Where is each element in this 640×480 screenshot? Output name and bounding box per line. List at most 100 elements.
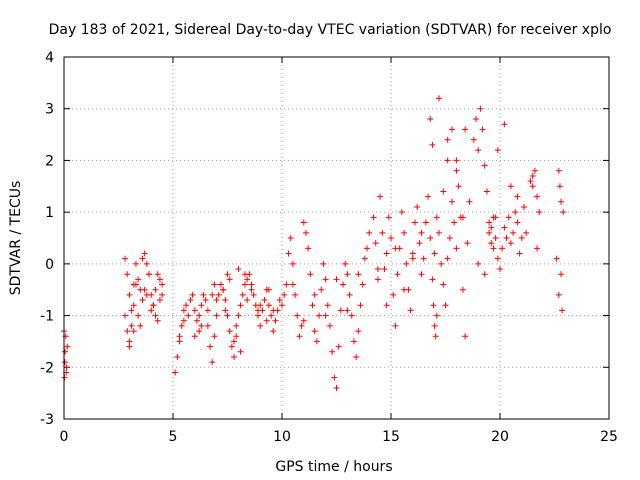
data-point (159, 291, 166, 298)
data-point (215, 291, 222, 298)
data-point (379, 229, 386, 236)
data-point (294, 312, 301, 319)
data-point (156, 297, 163, 304)
data-point (213, 312, 220, 319)
data-point (331, 374, 338, 381)
data-point (207, 343, 214, 350)
data-point (333, 276, 340, 283)
data-point (316, 312, 323, 319)
data-point (139, 255, 146, 262)
x-tick-label: 15 (382, 429, 400, 445)
data-point (398, 209, 405, 216)
data-point (141, 286, 148, 293)
y-tick-label: -2 (40, 360, 54, 376)
data-point (248, 286, 255, 293)
data-point (392, 322, 399, 329)
data-point (152, 286, 159, 293)
data-point (222, 307, 229, 314)
data-point (309, 302, 316, 309)
data-point (455, 183, 462, 190)
data-point (132, 281, 139, 288)
data-point (200, 291, 207, 298)
data-point (226, 328, 233, 335)
data-point (198, 322, 205, 329)
data-point (372, 240, 379, 247)
y-tick-label: 3 (45, 102, 54, 118)
data-point (150, 302, 157, 309)
data-point (156, 276, 163, 283)
data-point (222, 297, 229, 304)
data-point (248, 281, 255, 288)
y-axis-label: SDTVAR / TECUs (8, 181, 24, 296)
data-point (527, 178, 534, 185)
data-point (64, 343, 71, 350)
data-point (430, 302, 437, 309)
data-point (300, 219, 307, 226)
data-point (329, 348, 336, 355)
data-point (383, 302, 390, 309)
data-point (237, 348, 244, 355)
data-point (61, 359, 68, 366)
data-point (483, 188, 490, 195)
data-point (235, 266, 242, 273)
data-point (470, 136, 477, 143)
x-tick-label: 0 (60, 429, 69, 445)
x-tick-label: 5 (169, 429, 178, 445)
data-point (438, 260, 445, 267)
data-point (355, 271, 362, 278)
data-point (510, 229, 517, 236)
data-point (357, 302, 364, 309)
x-axis-label: GPS time / hours (275, 459, 392, 475)
data-point (268, 312, 275, 319)
data-point (62, 348, 69, 355)
data-point (488, 224, 495, 231)
data-point (431, 322, 438, 329)
data-point (305, 245, 312, 252)
data-point (348, 312, 355, 319)
data-point (342, 260, 349, 267)
data-point (459, 286, 466, 293)
data-point (462, 333, 469, 340)
data-point (344, 271, 351, 278)
data-point (401, 229, 408, 236)
data-point (244, 297, 251, 304)
data-point (178, 322, 185, 329)
data-point (289, 281, 296, 288)
y-tick-labels: -3 -2 -1 0 1 2 3 4 (40, 50, 54, 428)
data-point (435, 229, 442, 236)
data-point (130, 302, 137, 309)
data-point (490, 245, 497, 252)
data-point (377, 193, 384, 200)
data-point (518, 235, 525, 241)
data-point (444, 157, 451, 164)
data-point (320, 260, 327, 267)
data-point (281, 291, 288, 298)
data-points (61, 95, 567, 391)
data-point (492, 235, 499, 241)
data-point (296, 333, 303, 340)
data-point (442, 302, 449, 309)
data-point (300, 317, 307, 324)
data-point (350, 338, 357, 345)
data-point (128, 322, 135, 329)
data-point (302, 229, 309, 236)
data-point (449, 198, 456, 205)
data-point (529, 183, 536, 190)
data-point (152, 312, 159, 319)
data-point (501, 121, 508, 128)
data-point (464, 240, 471, 247)
data-point (270, 328, 277, 335)
y-tick-label: -1 (40, 309, 54, 325)
grid-lines (64, 57, 609, 419)
data-point (289, 260, 296, 267)
data-point (556, 183, 563, 190)
data-point (326, 322, 333, 329)
data-point (453, 245, 460, 252)
y-tick-label: 4 (45, 50, 54, 66)
data-point (488, 240, 495, 247)
data-point (431, 250, 438, 257)
data-point (283, 281, 290, 288)
data-point (126, 343, 133, 350)
data-point (130, 328, 137, 335)
